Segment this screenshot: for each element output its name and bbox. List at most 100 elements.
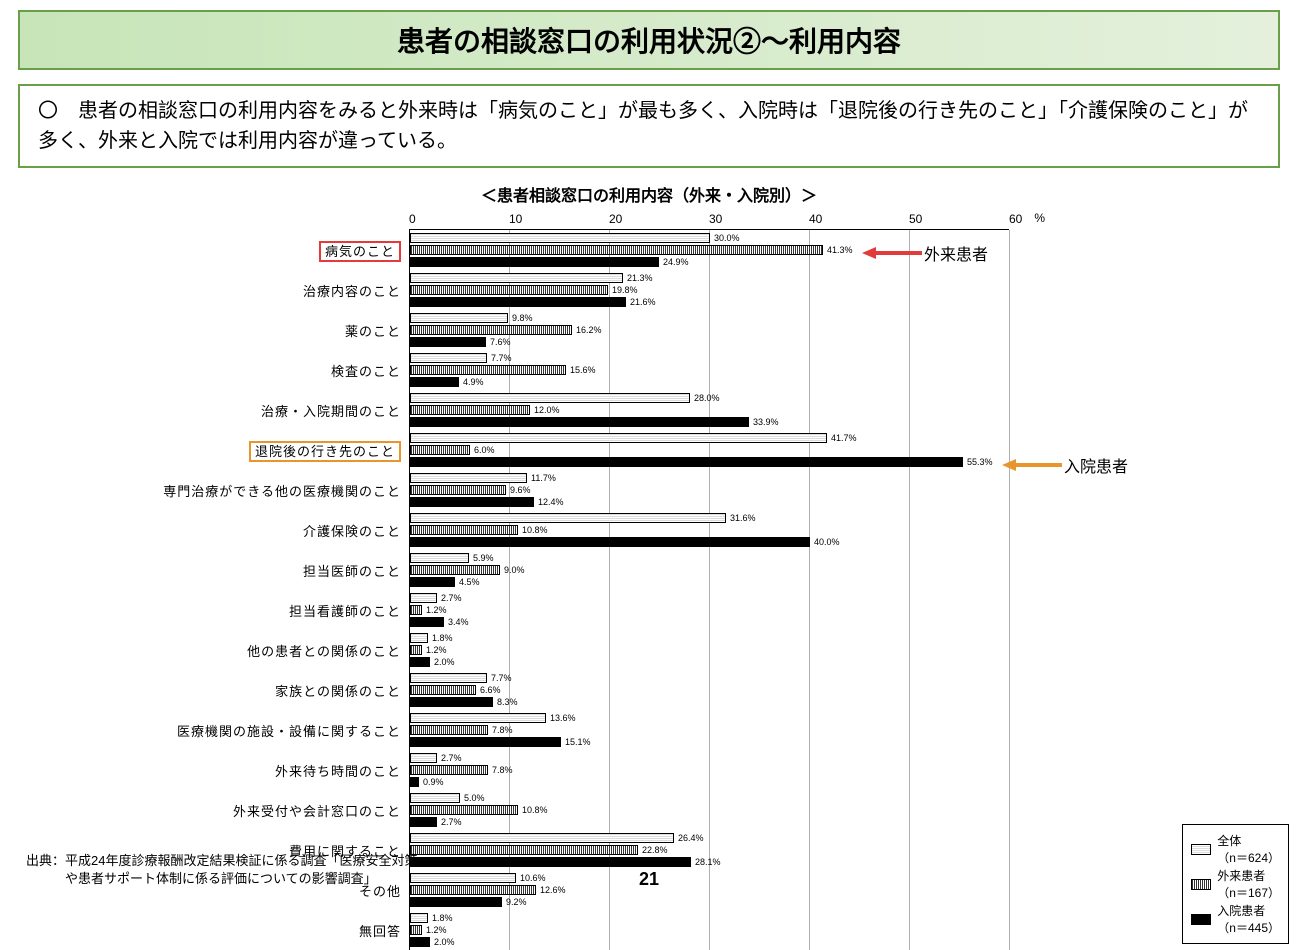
bar-out xyxy=(410,605,422,615)
chart-title: ＜患者相談窓口の利用内容（外来・入院別）＞ xyxy=(18,182,1280,206)
bar-out xyxy=(410,325,572,335)
callout-label: 外来患者 xyxy=(924,241,988,265)
legend-item: 入院患者（n＝445） xyxy=(1191,902,1280,936)
chart-category-row: 家族との関係のこと7.7%6.6%8.3% xyxy=(149,670,1149,710)
bar-total xyxy=(410,433,827,443)
bar-in xyxy=(410,457,963,467)
bar-value-label: 6.6% xyxy=(480,685,501,695)
bar-out xyxy=(410,525,518,535)
bar-out xyxy=(410,845,638,855)
category-label: 担当看護師のこと xyxy=(149,601,409,620)
bar-in xyxy=(410,337,486,347)
bar-total xyxy=(410,873,516,883)
chart-category-row: 退院後の行き先のこと41.7%6.0%55.3% xyxy=(149,430,1149,470)
bar-chart: 0102030405060 % 病気のこと30.0%41.3%24.9%治療内容… xyxy=(149,212,1149,950)
bar-value-label: 10.8% xyxy=(522,525,548,535)
bar-value-label: 30.0% xyxy=(714,233,740,243)
bar-value-label: 10.8% xyxy=(522,805,548,815)
bar-value-label: 28.0% xyxy=(694,393,720,403)
bar-value-label: 2.0% xyxy=(434,657,455,667)
bar-out xyxy=(410,445,470,455)
bar-in xyxy=(410,697,493,707)
bar-value-label: 9.8% xyxy=(512,313,533,323)
bar-value-label: 1.2% xyxy=(426,645,447,655)
category-label: 外来受付や会計窓口のこと xyxy=(149,801,409,820)
bar-value-label: 55.3% xyxy=(967,457,993,467)
bar-value-label: 40.0% xyxy=(814,537,840,547)
category-label: 無回答 xyxy=(149,921,409,940)
bar-total xyxy=(410,233,710,243)
bar-value-label: 11.7% xyxy=(531,473,556,483)
bar-value-label: 2.0% xyxy=(434,937,455,947)
chart-category-row: 外来受付や会計窓口のこと5.0%10.8%2.7% xyxy=(149,790,1149,830)
bar-value-label: 1.2% xyxy=(426,925,447,935)
bar-total xyxy=(410,313,508,323)
chart-category-row: 他の患者との関係のこと1.8%1.2%2.0% xyxy=(149,630,1149,670)
bar-value-label: 0.9% xyxy=(423,777,444,787)
bar-value-label: 9.2% xyxy=(506,897,527,907)
bar-value-label: 3.4% xyxy=(448,617,469,627)
bar-in xyxy=(410,537,810,547)
bar-value-label: 22.8% xyxy=(642,845,668,855)
bar-value-label: 2.7% xyxy=(441,817,462,827)
bar-value-label: 9.0% xyxy=(504,565,525,575)
bar-out xyxy=(410,245,823,255)
bar-out xyxy=(410,365,566,375)
bar-out xyxy=(410,405,530,415)
summary-text: 〇 患者の相談窓口の利用内容をみると外来時は「病気のこと」が最も多く、入院時は「… xyxy=(18,84,1280,168)
bar-total xyxy=(410,473,527,483)
category-label: 外来待ち時間のこと xyxy=(149,761,409,780)
bar-value-label: 4.9% xyxy=(463,377,484,387)
bar-value-label: 7.7% xyxy=(491,673,512,683)
bar-value-label: 15.1% xyxy=(565,737,591,747)
bar-value-label: 1.2% xyxy=(426,605,447,615)
bar-in xyxy=(410,737,561,747)
bar-in xyxy=(410,657,430,667)
bar-value-label: 10.6% xyxy=(520,873,546,883)
bar-in xyxy=(410,377,459,387)
bar-total xyxy=(410,553,469,563)
bar-value-label: 31.6% xyxy=(730,513,756,523)
bar-total xyxy=(410,833,674,843)
bar-value-label: 2.7% xyxy=(441,593,462,603)
page-title: 患者の相談窓口の利用状況②～利用内容 xyxy=(18,10,1280,70)
bar-in xyxy=(410,777,419,787)
bar-out xyxy=(410,925,422,935)
bar-total xyxy=(410,633,428,643)
chart-category-row: 無回答1.8%1.2%2.0% xyxy=(149,910,1149,950)
bar-total xyxy=(410,713,546,723)
bar-out xyxy=(410,765,488,775)
bar-in xyxy=(410,297,626,307)
bar-in xyxy=(410,577,455,587)
chart-category-row: 外来待ち時間のこと2.7%7.8%0.9% xyxy=(149,750,1149,790)
bar-out xyxy=(410,485,506,495)
bar-in xyxy=(410,817,437,827)
callout-label: 入院患者 xyxy=(1064,453,1128,477)
bar-value-label: 2.7% xyxy=(441,753,462,763)
bar-value-label: 7.6% xyxy=(490,337,511,347)
category-label: 治療・入院期間のこと xyxy=(149,401,409,420)
bar-value-label: 33.9% xyxy=(753,417,779,427)
chart-category-row: 治療・入院期間のこと 28.0% 12.0% 33.9% xyxy=(149,390,1149,430)
bar-out xyxy=(410,645,422,655)
callout-arrow: 外来患者 xyxy=(862,241,988,265)
chart-category-row: 介護保険のこと31.6%10.8%40.0% xyxy=(149,510,1149,550)
bar-value-label: 13.6% xyxy=(550,713,576,723)
chart-category-row: 担当看護師のこと 2.7% 1.2%3.4% xyxy=(149,590,1149,630)
bar-value-label: 7.7% xyxy=(491,353,512,363)
bar-total xyxy=(410,673,487,683)
bar-in xyxy=(410,897,502,907)
chart-category-row: 薬のこと9.8%16.2%7.6% xyxy=(149,310,1149,350)
bar-value-label: 5.9% xyxy=(473,553,494,563)
bar-value-label: 12.6% xyxy=(540,885,566,895)
category-label: 医療機関の施設・設備に関すること xyxy=(149,721,409,740)
bar-value-label: 24.9% xyxy=(663,257,689,267)
bar-value-label: 28.1% xyxy=(695,857,721,867)
bar-value-label: 12.0% xyxy=(534,405,560,415)
chart-category-row: 治療内容のこと21.3%19.8%21.6% xyxy=(149,270,1149,310)
bar-value-label: 12.4% xyxy=(538,497,564,507)
bar-in xyxy=(410,937,430,947)
bar-total xyxy=(410,393,690,403)
category-label: 担当医師のこと xyxy=(149,561,409,580)
bar-value-label: 15.6% xyxy=(570,365,596,375)
